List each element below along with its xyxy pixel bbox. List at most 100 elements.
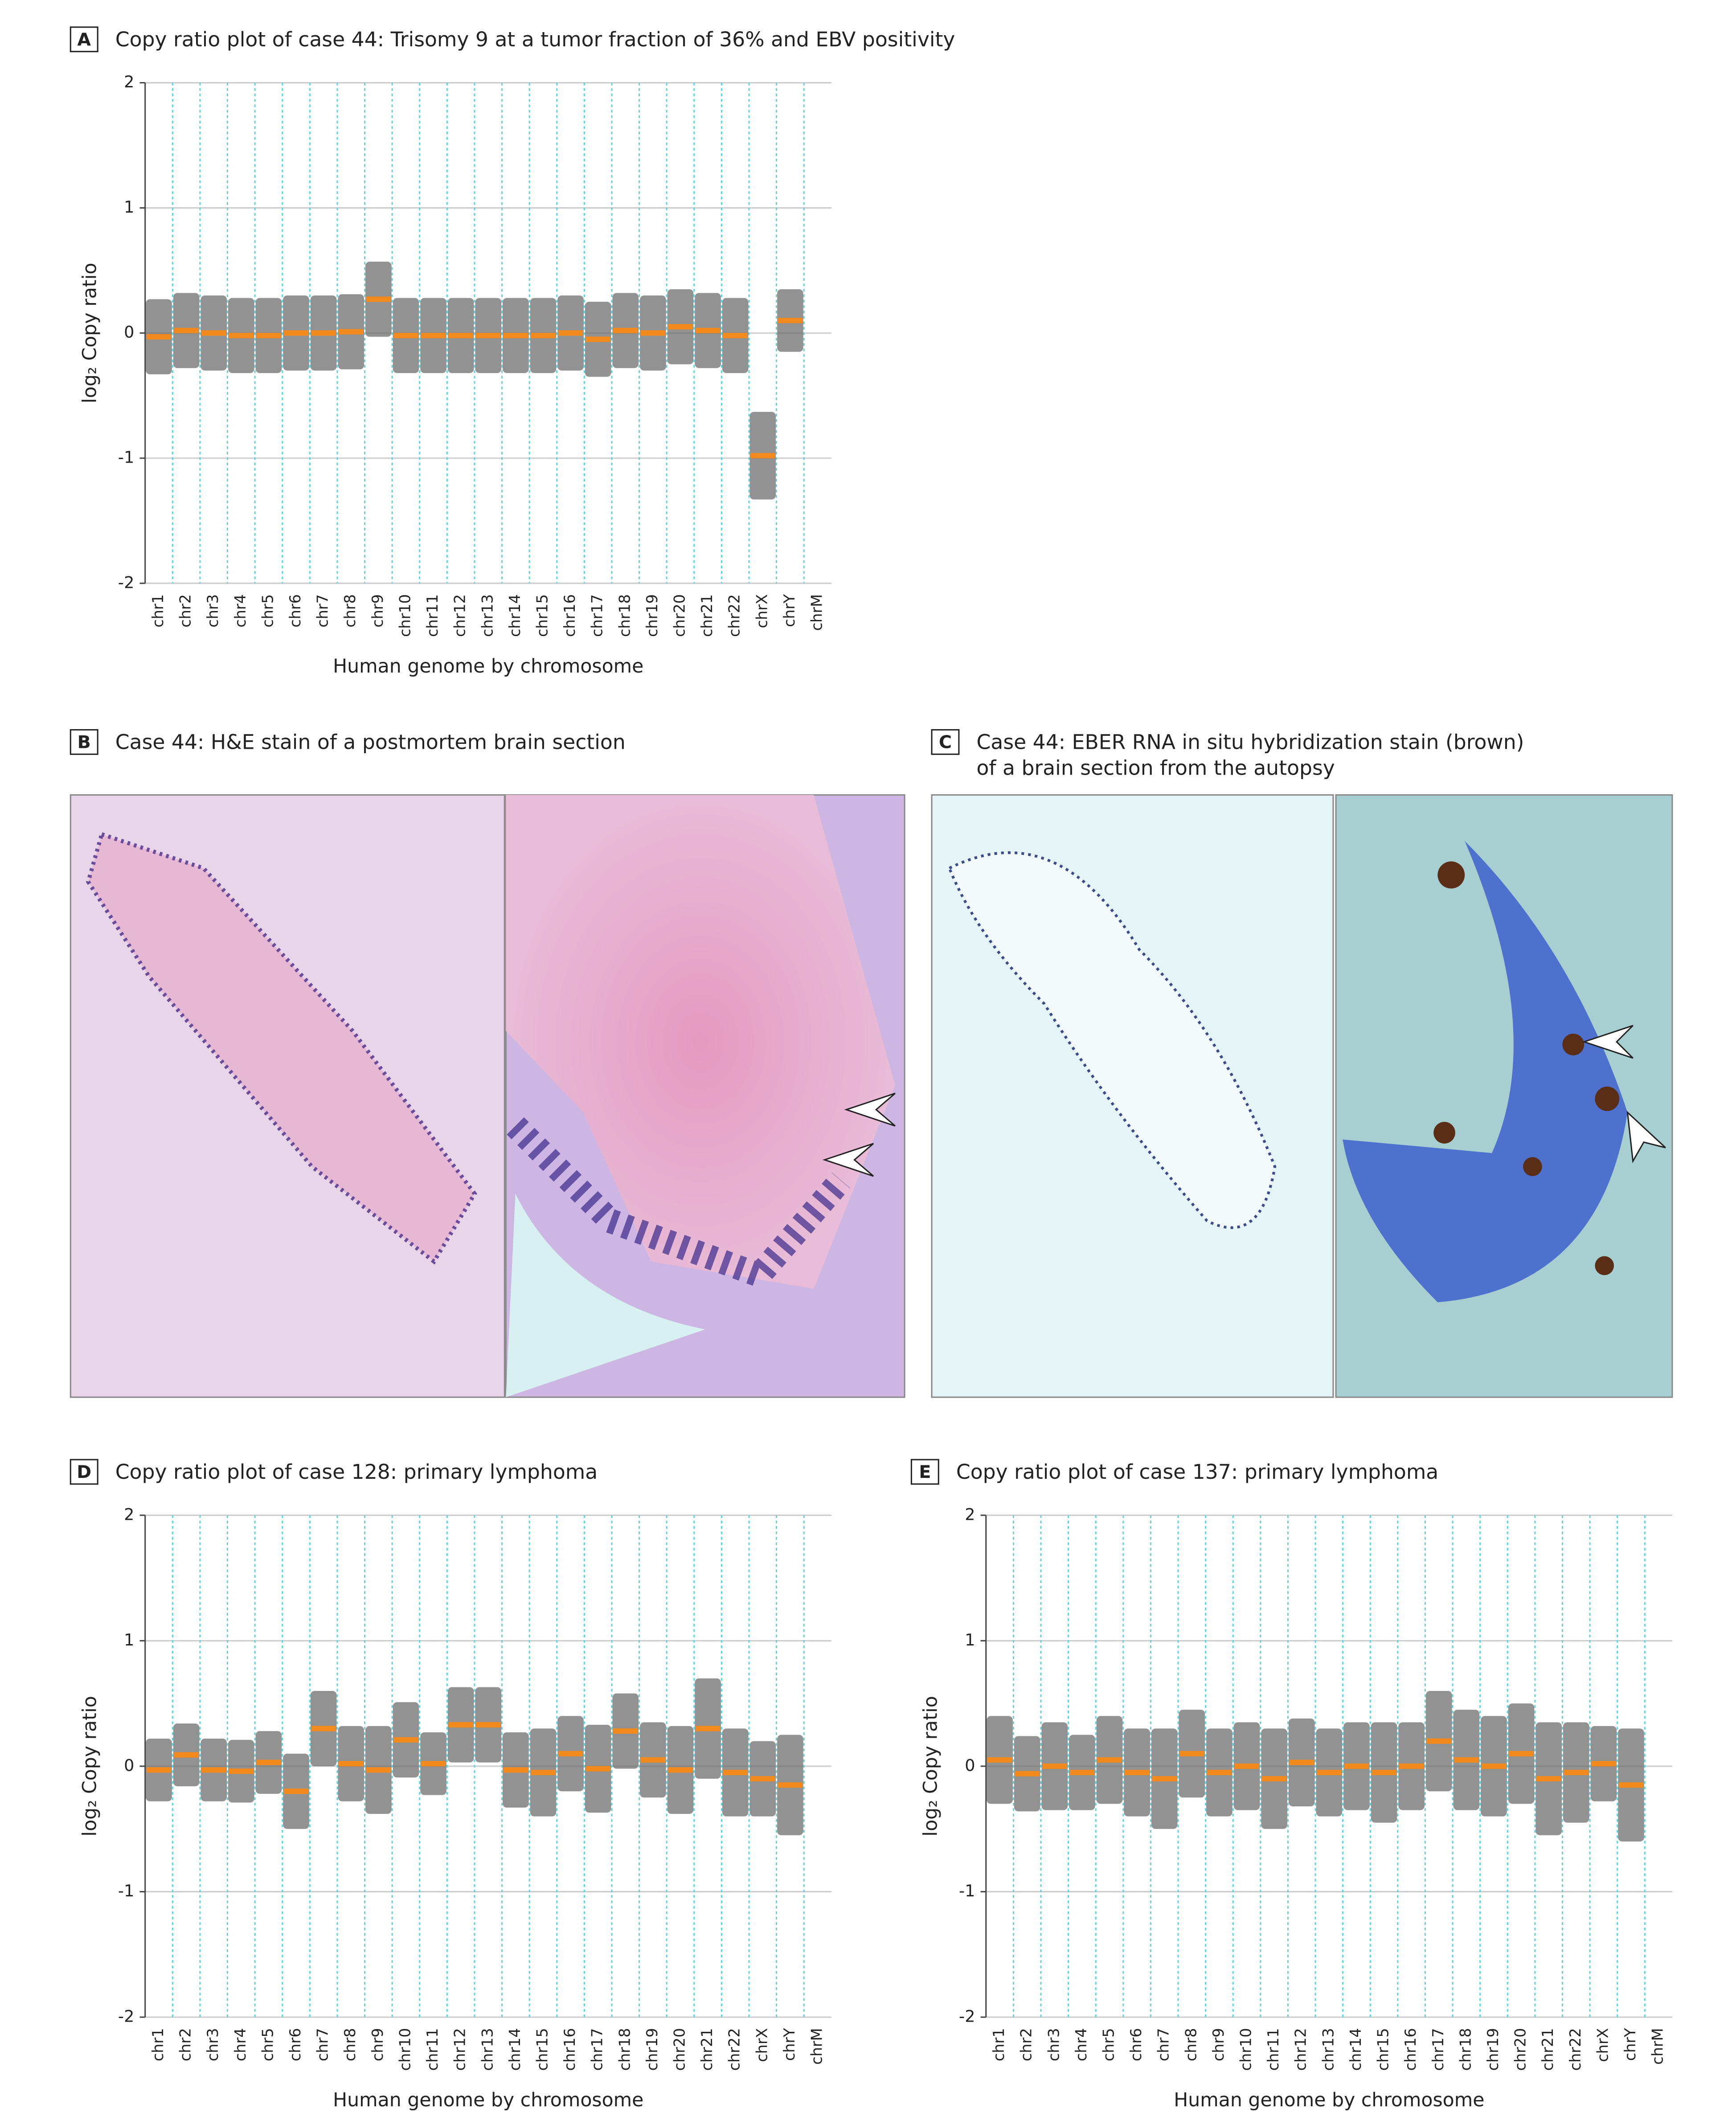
x-tick-label: chr16 bbox=[1402, 2028, 1419, 2071]
x-tick-label: chr8 bbox=[1182, 2028, 1200, 2061]
x-tick-label: chr7 bbox=[314, 594, 332, 628]
y-axis-label: log₂ Copy ratio bbox=[78, 1696, 101, 1836]
panel-letter: A bbox=[77, 29, 91, 50]
segment bbox=[723, 332, 748, 338]
x-tick-label: chr20 bbox=[671, 594, 688, 637]
x-tick-label: chr4 bbox=[1073, 2028, 1090, 2061]
x-tick-label: chr19 bbox=[643, 2028, 661, 2071]
x-tick-label: chr12 bbox=[451, 594, 469, 637]
x-tick-label: chr14 bbox=[1347, 2028, 1364, 2071]
segment bbox=[421, 1761, 446, 1767]
x-tick-label: chr11 bbox=[424, 594, 441, 637]
y-tick-label: 2 bbox=[124, 1505, 134, 1524]
x-tick-label: chr11 bbox=[424, 2028, 441, 2071]
segment bbox=[503, 1767, 528, 1773]
x-tick-label: chr20 bbox=[671, 2028, 688, 2071]
segment bbox=[987, 1757, 1012, 1763]
x-tick-label: chrY bbox=[781, 2028, 798, 2061]
x-tick-label: chrX bbox=[753, 2028, 770, 2062]
segment bbox=[503, 332, 528, 338]
x-tick-label: chr2 bbox=[177, 594, 194, 628]
x-tick-label: chr1 bbox=[990, 2028, 1007, 2061]
segment bbox=[338, 329, 364, 335]
panel-title: of a brain section from the autopsy bbox=[976, 756, 1335, 780]
y-axis-label: log₂ Copy ratio bbox=[920, 1696, 942, 1836]
x-tick-label: chr12 bbox=[1292, 2028, 1310, 2071]
segment bbox=[778, 318, 803, 324]
x-tick-label: chr14 bbox=[506, 2028, 524, 2071]
x-tick-label: chr22 bbox=[726, 2028, 743, 2071]
segment bbox=[1372, 1769, 1396, 1776]
segment bbox=[750, 1776, 775, 1782]
segment bbox=[558, 1751, 583, 1756]
x-tick-label: chr11 bbox=[1265, 2028, 1282, 2071]
y-tick-label: -1 bbox=[118, 448, 134, 467]
panel-letter-box bbox=[70, 26, 98, 53]
x-tick-label: chr16 bbox=[561, 594, 578, 637]
segment bbox=[613, 1728, 638, 1734]
x-tick-label: chr15 bbox=[533, 2028, 551, 2071]
segment bbox=[366, 1767, 391, 1773]
x-tick-label: chr2 bbox=[177, 2028, 194, 2061]
x-tick-label: chr6 bbox=[287, 2028, 304, 2061]
segment bbox=[256, 1760, 281, 1765]
segment bbox=[476, 332, 501, 338]
segment bbox=[1124, 1769, 1150, 1776]
x-tick-label: chr17 bbox=[1429, 2028, 1447, 2071]
x-tick-label: chr7 bbox=[1155, 2028, 1172, 2061]
panel-letter: C bbox=[939, 732, 952, 752]
x-tick-label: chrM bbox=[808, 2028, 826, 2064]
segment bbox=[421, 332, 446, 338]
eber-stain-image bbox=[931, 794, 1673, 1398]
x-tick-label: chr5 bbox=[1100, 2028, 1118, 2061]
segment bbox=[229, 332, 254, 338]
panel-title: Case 44: EBER RNA in situ hybridization … bbox=[976, 730, 1524, 754]
x-tick-label: chr8 bbox=[341, 594, 359, 628]
segment bbox=[476, 1722, 501, 1728]
segment bbox=[1618, 1782, 1644, 1788]
y-tick-label: 0 bbox=[965, 1756, 975, 1775]
segment bbox=[668, 1767, 693, 1773]
segment bbox=[1207, 1769, 1232, 1776]
segment bbox=[1481, 1763, 1507, 1769]
chart-title: Copy ratio plot of case 128: primary lym… bbox=[115, 1460, 598, 1484]
x-tick-label: chr8 bbox=[341, 2028, 359, 2061]
segment bbox=[585, 1766, 610, 1772]
segment bbox=[531, 1769, 556, 1776]
panel-letter-box bbox=[910, 1459, 939, 1485]
x-tick-label: chr4 bbox=[232, 594, 249, 628]
x-tick-label: chr1 bbox=[149, 594, 167, 628]
panel-title: Case 44: H&E stain of a postmortem brain… bbox=[115, 730, 626, 754]
segment bbox=[338, 1761, 364, 1767]
x-tick-label: chr9 bbox=[369, 2028, 386, 2061]
chart-title: Copy ratio plot of case 137: primary lym… bbox=[956, 1460, 1438, 1484]
y-tick-label: -2 bbox=[118, 2006, 134, 2026]
segment bbox=[201, 330, 226, 336]
x-tick-label: chr6 bbox=[287, 594, 304, 628]
x-tick-label: chr9 bbox=[1210, 2028, 1227, 2061]
segment bbox=[1152, 1776, 1177, 1782]
segment bbox=[1454, 1757, 1479, 1763]
y-tick-label: -2 bbox=[959, 2006, 975, 2026]
x-tick-label: chr20 bbox=[1512, 2028, 1529, 2071]
y-tick-label: 1 bbox=[124, 1630, 134, 1649]
segment bbox=[695, 328, 721, 333]
x-tick-label: chr7 bbox=[314, 2028, 332, 2061]
panel-letter: E bbox=[919, 1462, 931, 1482]
segment bbox=[311, 1726, 336, 1731]
segment bbox=[283, 1789, 309, 1794]
segment bbox=[393, 332, 418, 338]
segment bbox=[393, 1737, 418, 1743]
y-tick-label: 2 bbox=[124, 72, 134, 91]
segment bbox=[1289, 1760, 1314, 1765]
x-tick-label: chr21 bbox=[1539, 2028, 1556, 2071]
x-tick-label: chr19 bbox=[643, 594, 661, 637]
y-tick-label: 0 bbox=[124, 323, 134, 342]
x-tick-label: chr1 bbox=[149, 2028, 167, 2061]
x-tick-label: chr10 bbox=[1237, 2028, 1255, 2071]
x-tick-label: chr17 bbox=[589, 2028, 606, 2071]
x-tick-label: chr22 bbox=[1567, 2028, 1584, 2071]
x-tick-label: chr10 bbox=[396, 2028, 414, 2071]
x-tick-label: chrM bbox=[808, 594, 826, 631]
